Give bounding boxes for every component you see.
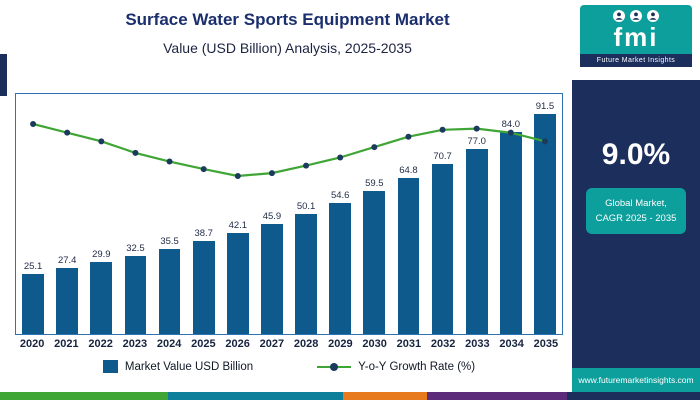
- line-swatch-icon: [317, 362, 352, 371]
- website-link[interactable]: www.futuremarketinsights.com: [572, 368, 700, 392]
- bar-column: 50.1: [289, 94, 323, 334]
- bar-column: 84.0: [494, 94, 528, 334]
- bar-column: 27.4: [50, 94, 84, 334]
- chart-title: Surface Water Sports Equipment Market: [125, 10, 450, 29]
- person-icon: [630, 10, 642, 22]
- x-axis-year-label: 2023: [122, 338, 148, 350]
- bar-value-label: 91.5: [535, 101, 555, 112]
- bar-value-label: 77.0: [467, 136, 486, 147]
- bar-value-label: 70.7: [433, 151, 452, 162]
- bar: [397, 178, 420, 334]
- bar: [465, 149, 488, 334]
- fmi-logo: fmi Future Market Insights: [580, 5, 692, 67]
- bar-value-label: 32.5: [126, 243, 145, 254]
- chart-header: Surface Water Sports Equipment Market Va…: [10, 6, 565, 56]
- left-accent-bar: [0, 54, 7, 96]
- bar-value-label: 45.9: [262, 211, 282, 222]
- bar: [124, 256, 147, 334]
- bar: [363, 191, 386, 334]
- legend-line-label: Y-o-Y Growth Rate (%): [358, 360, 476, 373]
- bar-column: 54.6: [323, 94, 357, 334]
- footer-color-stripe: [0, 392, 700, 400]
- bar: [261, 224, 283, 334]
- bar-value-label: 29.9: [92, 249, 111, 260]
- x-axis-year-label: 2026: [225, 338, 250, 350]
- bar: [431, 164, 454, 334]
- x-axis-year-label: 2027: [259, 338, 285, 350]
- bar: [192, 241, 215, 334]
- x-axis-year-label: 2028: [293, 338, 319, 350]
- footer-stripe-segment: [0, 392, 168, 400]
- x-axis-labels: 2020 2021 2022 2023 2024 2025 2026 2027 2028 2029…: [15, 338, 563, 350]
- footer-stripe-segment: [343, 392, 427, 400]
- x-axis-year-label: 2032: [430, 338, 456, 350]
- fmi-logo-box: fmi: [580, 5, 692, 54]
- cagr-label-box: Global Market, CAGR 2025 - 2035: [586, 188, 686, 235]
- bar-column: 70.7: [426, 94, 460, 334]
- bar-column: 25.1: [16, 94, 50, 334]
- bar-value-label: 50.1: [296, 201, 316, 212]
- bar-value-label: 64.8: [399, 165, 418, 176]
- bar-value-label: 25.1: [23, 261, 43, 272]
- bar-column: 45.9: [255, 94, 289, 334]
- chart-subtitle: Value (USD Billion) Analysis, 2025-2035: [163, 40, 412, 56]
- cagr-value: 9.0%: [601, 138, 671, 171]
- cagr-label-line2: CAGR 2025 - 2035: [595, 213, 677, 225]
- footer-stripe-segment: [567, 392, 700, 400]
- legend-bars-label: Market Value USD Billion: [124, 360, 254, 373]
- bar: [158, 249, 181, 334]
- legend-item-line: Y-o-Y Growth Rate (%): [317, 361, 475, 373]
- cagr-panel: 9.0% Global Market, CAGR 2025 - 2035: [572, 80, 700, 368]
- cagr-label-line1: Global Market,: [605, 198, 667, 209]
- bar: [56, 268, 79, 334]
- bar-value-label: 35.5: [160, 236, 179, 247]
- x-axis-year-label: 2031: [396, 338, 422, 350]
- x-axis-year-label: 2029: [328, 338, 353, 350]
- logo-icons: [580, 10, 692, 22]
- x-axis-year-label: 2034: [499, 338, 524, 350]
- bar-value-label: 38.7: [194, 228, 213, 239]
- bar-value-label: 27.4: [57, 255, 77, 266]
- bar: [534, 114, 556, 334]
- bar-column: 77.0: [460, 94, 494, 334]
- bar: [226, 233, 249, 334]
- chart-plot-area: 25.1 27.4 29.9 32.5 35.5 38.7 42.1 45.9 50.1 54.6…: [15, 93, 563, 335]
- bar: [22, 274, 44, 334]
- x-axis-year-label: 2033: [465, 338, 490, 350]
- x-axis-year-label: 2020: [19, 338, 45, 350]
- bar-column: 35.5: [153, 94, 187, 334]
- bar-column: 32.5: [118, 94, 152, 334]
- bar-swatch-icon: [102, 360, 118, 373]
- x-axis-year-label: 2021: [54, 338, 79, 350]
- x-axis-year-label: 2022: [88, 338, 113, 350]
- bars-container: 25.1 27.4 29.9 32.5 35.5 38.7 42.1 45.9 50.1 54.6…: [16, 94, 562, 334]
- logo-company-name: Future Market Insights: [580, 54, 692, 67]
- footer-stripe-segment: [168, 392, 343, 400]
- bar-value-label: 54.6: [330, 190, 350, 201]
- footer-stripe-segment: [427, 392, 567, 400]
- bar-column: 91.5: [528, 94, 562, 334]
- chart-legend: Market Value USD Billion Y-o-Y Growth Ra…: [15, 360, 563, 373]
- x-axis-year-label: 2024: [156, 338, 182, 350]
- bar-column: 64.8: [391, 94, 425, 334]
- legend-item-bars: Market Value USD Billion: [102, 360, 254, 373]
- bar-value-label: 59.5: [365, 178, 384, 189]
- bar-column: 29.9: [84, 94, 118, 334]
- logo-abbr: fmi: [613, 22, 659, 52]
- bar: [329, 203, 352, 334]
- person-icon: [647, 10, 659, 22]
- person-icon: [613, 10, 625, 22]
- bar-column: 42.1: [221, 94, 255, 334]
- bar-value-label: 42.1: [228, 220, 248, 231]
- bar: [295, 214, 317, 334]
- x-axis-year-label: 2030: [362, 338, 387, 350]
- bar-value-label: 84.0: [501, 119, 521, 130]
- bar: [499, 132, 522, 334]
- bar-column: 38.7: [187, 94, 221, 334]
- bar-column: 59.5: [357, 94, 391, 334]
- x-axis-year-label: 2035: [533, 338, 559, 350]
- bar: [90, 262, 113, 334]
- x-axis-year-label: 2025: [191, 338, 216, 350]
